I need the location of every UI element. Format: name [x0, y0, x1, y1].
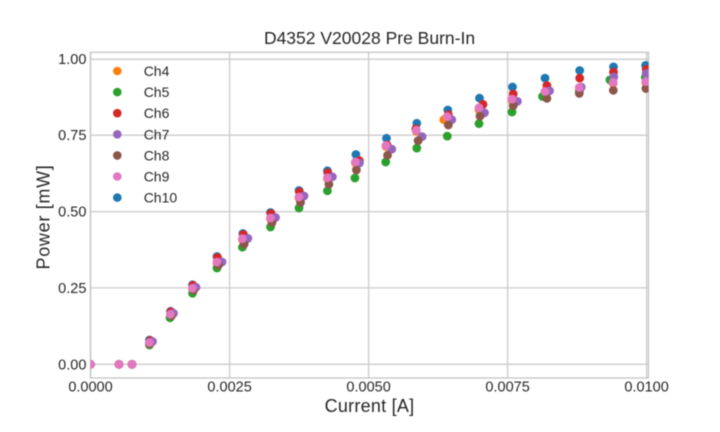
svg-text:0.0000: 0.0000	[68, 380, 112, 396]
svg-text:0.75: 0.75	[58, 128, 86, 144]
svg-text:D4352 V20028 Pre Burn-In: D4352 V20028 Pre Burn-In	[264, 28, 475, 48]
svg-text:Ch8: Ch8	[144, 147, 170, 163]
svg-text:Ch10: Ch10	[144, 190, 178, 206]
svg-text:0.0075: 0.0075	[485, 380, 529, 396]
svg-text:0.0050: 0.0050	[346, 380, 390, 396]
svg-text:0.25: 0.25	[58, 281, 86, 297]
svg-text:Power [mW]: Power [mW]	[34, 164, 54, 269]
svg-text:Ch9: Ch9	[144, 169, 170, 185]
svg-text:Current [A]: Current [A]	[325, 396, 415, 416]
svg-text:0.50: 0.50	[58, 205, 86, 221]
svg-text:1.00: 1.00	[58, 52, 86, 68]
svg-text:0.00: 0.00	[58, 357, 86, 373]
svg-text:0.0100: 0.0100	[624, 380, 668, 396]
svg-text:Ch7: Ch7	[144, 126, 170, 142]
svg-text:Ch4: Ch4	[144, 63, 170, 79]
svg-text:0.0025: 0.0025	[207, 380, 251, 396]
svg-text:Ch5: Ch5	[144, 84, 170, 100]
svg-text:Ch6: Ch6	[144, 105, 170, 121]
